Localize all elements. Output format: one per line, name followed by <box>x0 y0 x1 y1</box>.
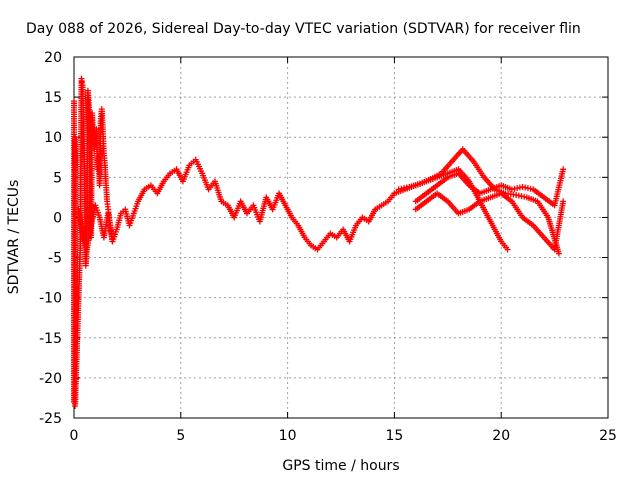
x-tick-label: 5 <box>176 428 185 444</box>
series-evening-c <box>412 166 567 209</box>
data-point <box>555 250 562 257</box>
series-evening-a <box>391 166 511 253</box>
axis-ticks: 0 5 10 15 20 25 -25 -20 -15 -10 -5 0 5 10 15 20 <box>39 50 617 444</box>
data-point <box>560 198 567 205</box>
data-point <box>560 166 567 173</box>
y-tick-label: -15 <box>39 331 62 347</box>
series-day-trace <box>75 156 398 253</box>
x-tick-label: 0 <box>70 428 79 444</box>
data-point <box>504 246 511 253</box>
y-tick-label: 10 <box>44 130 62 146</box>
chart-title: Day 088 of 2026, Sidereal Day-to-day VTE… <box>26 21 581 37</box>
y-tick-label: 15 <box>44 90 62 106</box>
y-tick-label: -25 <box>39 411 62 427</box>
x-tick-label: 15 <box>385 428 403 444</box>
x-tick-label: 20 <box>492 428 510 444</box>
x-axis-label: GPS time / hours <box>282 458 399 474</box>
y-tick-label: -20 <box>39 371 62 387</box>
y-tick-label: -5 <box>48 251 62 267</box>
series-early-spikes <box>71 75 116 409</box>
y-tick-label: 0 <box>53 210 62 226</box>
y-axis-label: SDTVAR / TECUs <box>6 180 22 295</box>
y-tick-label: 20 <box>44 50 62 66</box>
y-tick-label: -10 <box>39 291 62 307</box>
gridlines <box>74 57 608 418</box>
plot-frame <box>73 56 609 419</box>
x-tick-label: 10 <box>279 428 297 444</box>
series-evening-d <box>412 190 567 253</box>
x-tick-label: 25 <box>599 428 617 444</box>
y-tick-label: 5 <box>53 170 62 186</box>
data-points <box>71 75 567 409</box>
